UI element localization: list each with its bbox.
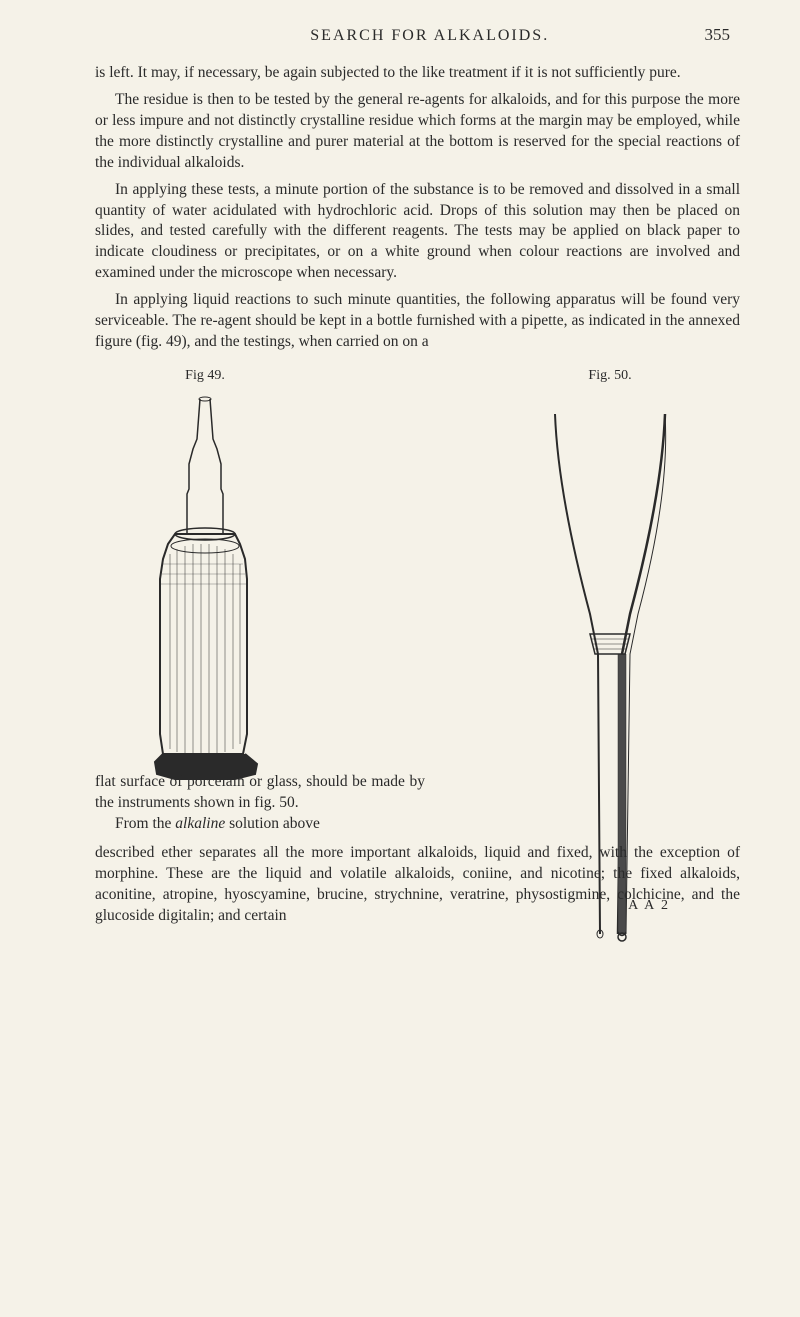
p6-part1: From the [115,815,175,832]
paragraph-2: The residue is then to be tested by the … [95,90,740,174]
page-number: 355 [705,25,731,45]
p6-italic: alkaline [175,815,225,832]
paragraph-4: In applying liquid reactions to such min… [95,290,740,353]
paragraph-3: In applying these tests, a minute portio… [95,180,740,285]
figure-49: Fig 49. [105,368,305,794]
fig50-label: Fig. 50. [588,368,631,384]
p6-part2: solution above [225,815,320,832]
running-title: SEARCH FOR ALKALOIDS. [155,27,705,45]
fig49-label: Fig 49. [185,368,225,384]
paragraph-5: flat surface of porcelain or glass, shou… [95,773,425,811]
page-header: SEARCH FOR ALKALOIDS. 355 [95,25,740,45]
bottle-illustration [115,394,295,794]
page-signature: A A 2 [628,898,670,914]
wrapped-text: flat surface of porcelain or glass, shou… [95,772,445,835]
paragraph-1: is left. It may, if necessary, be again … [95,63,740,84]
page-container: SEARCH FOR ALKALOIDS. 355 is left. It ma… [95,25,740,926]
